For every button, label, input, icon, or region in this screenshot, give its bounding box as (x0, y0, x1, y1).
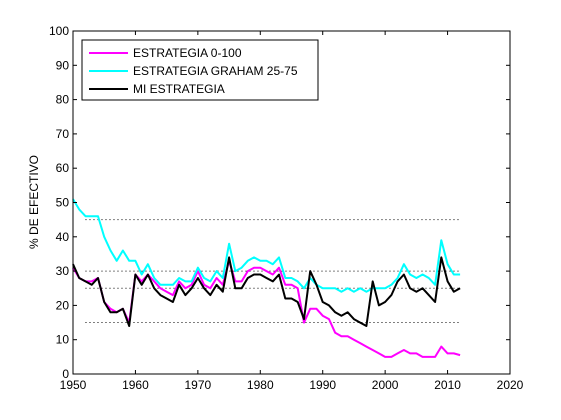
x-tick-label: 1970 (185, 378, 212, 392)
legend-label-3: MI ESTRATEGIA (133, 82, 225, 96)
legend-label-2: ESTRATEGIA GRAHAM 25-75 (133, 64, 298, 78)
y-tick-label: 100 (49, 24, 69, 38)
x-tick-label: 2020 (497, 378, 524, 392)
series-line-2 (72, 198, 461, 293)
series-line-3 (72, 256, 461, 327)
y-tick-label: 30 (56, 264, 70, 278)
y-tick-label: 50 (56, 196, 70, 210)
y-tick-label: 70 (56, 127, 70, 141)
y-axis-title: % DE EFECTIVO (27, 155, 41, 249)
y-axis: 0 10 20 30 40 50 60 70 80 90 100 (49, 24, 510, 381)
y-tick-label: 40 (56, 230, 70, 244)
reference-lines (85, 219, 461, 324)
y-tick-label: 80 (56, 93, 70, 107)
x-tick-label: 1980 (247, 378, 274, 392)
x-tick-label: 1960 (122, 378, 149, 392)
y-tick-label: 10 (56, 333, 70, 347)
y-tick-label: 20 (56, 298, 70, 312)
y-tick-label: 90 (56, 58, 70, 72)
series-layer (72, 198, 461, 358)
y-tick-label: 60 (56, 161, 70, 175)
x-tick-label: 2000 (372, 378, 399, 392)
x-tick-label: 2010 (434, 378, 461, 392)
legend: ESTRATEGIA 0-100 ESTRATEGIA GRAHAM 25-75 M… (81, 39, 319, 101)
y-tick-label: 0 (62, 367, 69, 381)
legend-label-1: ESTRATEGIA 0-100 (133, 46, 242, 60)
x-tick-label: 1950 (60, 378, 87, 392)
x-tick-label: 1990 (309, 378, 336, 392)
x-axis: 1950 1960 1970 1980 1990 2000 2010 2020 (60, 31, 524, 392)
